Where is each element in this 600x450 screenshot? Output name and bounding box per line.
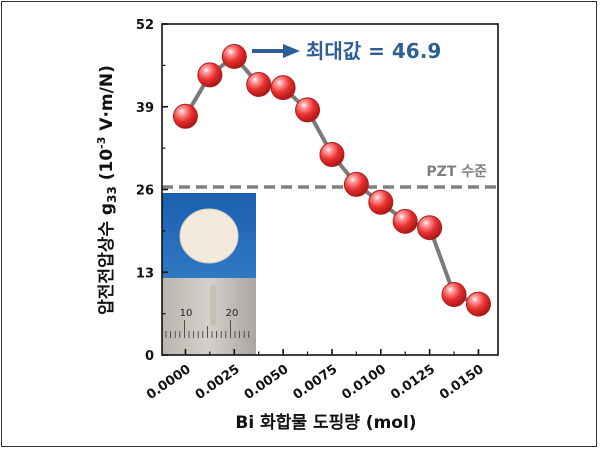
x-tick-label: 0.0000	[144, 362, 194, 403]
data-points	[172, 43, 491, 317]
x-tick-label: 0.0150	[437, 362, 487, 403]
data-point	[246, 71, 272, 97]
x-tick-label: 0.0050	[242, 362, 292, 403]
y-tick-label: 52	[136, 18, 154, 33]
y-tick-label: 39	[136, 101, 154, 116]
x-tick-label: 0.0025	[193, 362, 243, 403]
x-axis-title: Bi 화합물 도핑량 (mol)	[235, 412, 416, 433]
y-title-units-close: V·m/N)	[97, 65, 117, 136]
x-tick-label: 0.0125	[388, 362, 438, 403]
y-tick-label: 26	[136, 184, 154, 199]
data-point	[295, 97, 321, 123]
disc-edge	[210, 285, 216, 325]
ruler-label: 20	[226, 308, 239, 319]
max-annotation: 최대값 = 46.9	[252, 39, 441, 63]
ruler-ticks	[165, 320, 250, 338]
ruler-label: 10	[180, 308, 193, 319]
ceramic-disc	[179, 208, 239, 264]
data-point	[465, 291, 491, 317]
data-point	[392, 208, 418, 234]
pzt-reference-label: PZT 수준	[426, 164, 487, 180]
inset-photo: 10 20	[162, 193, 256, 355]
max-value-label: 최대값 = 46.9	[306, 39, 441, 63]
data-point	[441, 282, 467, 308]
data-point	[197, 62, 223, 88]
data-point	[172, 103, 198, 129]
data-point	[343, 171, 369, 197]
y-tick-label: 13	[136, 266, 154, 281]
data-point	[270, 75, 296, 101]
y-title-exponent: -3	[95, 137, 108, 149]
y-title-main: 압전전압상수 g	[96, 203, 117, 315]
data-point	[368, 189, 394, 215]
ruler	[162, 278, 256, 355]
x-tick-label: 0.0075	[291, 362, 341, 403]
y-axis-title: 압전전압상수 g33 (10-3 V·m/N)	[95, 65, 119, 315]
y-tick-label: 0	[145, 349, 154, 364]
y-title-sub: 33	[105, 186, 119, 203]
data-point	[319, 141, 345, 167]
annotation-arrow-head	[283, 44, 300, 58]
data-point	[221, 43, 247, 69]
data-point	[417, 215, 443, 241]
y-title-units-open: (10	[97, 149, 117, 187]
x-tick-label: 0.0100	[339, 362, 389, 403]
